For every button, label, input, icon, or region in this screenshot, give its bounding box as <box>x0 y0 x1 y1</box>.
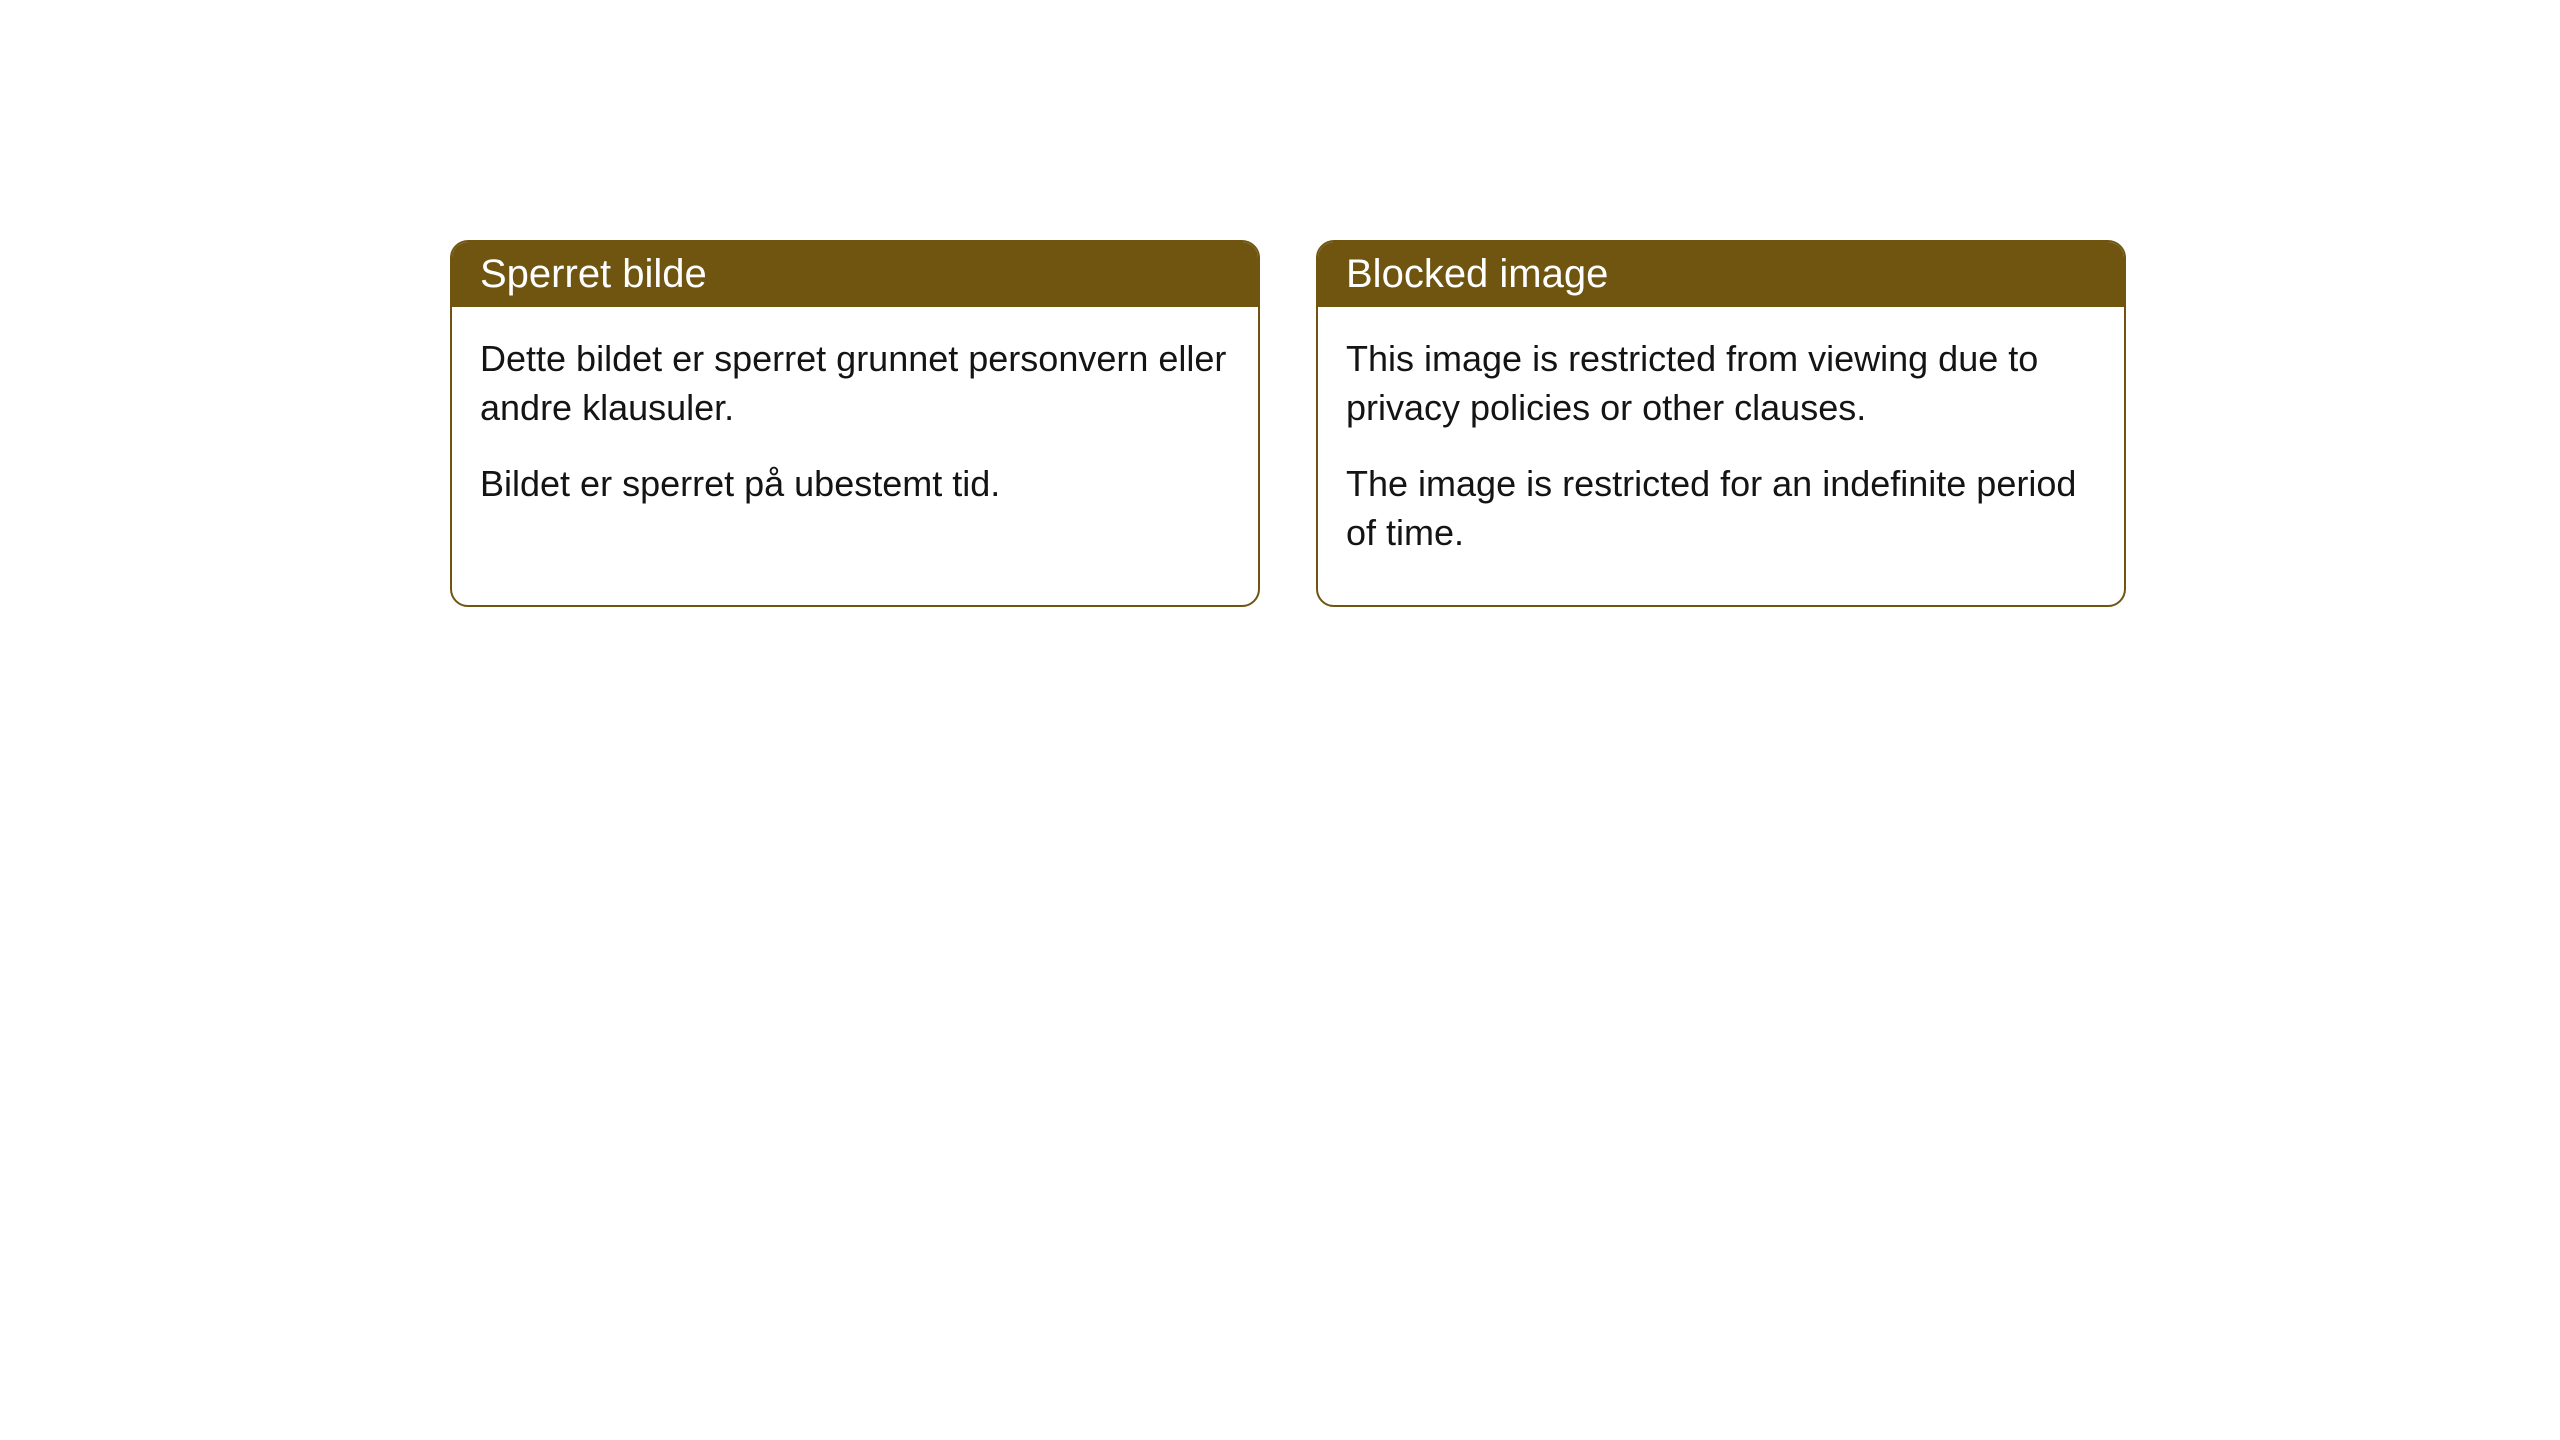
card-text-1: This image is restricted from viewing du… <box>1346 335 2096 432</box>
notice-cards-container: Sperret bilde Dette bildet er sperret gr… <box>450 240 2126 607</box>
card-text-2: The image is restricted for an indefinit… <box>1346 460 2096 557</box>
card-body: This image is restricted from viewing du… <box>1318 307 2124 605</box>
card-header: Blocked image <box>1318 242 2124 307</box>
notice-card-norwegian: Sperret bilde Dette bildet er sperret gr… <box>450 240 1260 607</box>
card-body: Dette bildet er sperret grunnet personve… <box>452 307 1258 557</box>
notice-card-english: Blocked image This image is restricted f… <box>1316 240 2126 607</box>
card-header: Sperret bilde <box>452 242 1258 307</box>
card-text-2: Bildet er sperret på ubestemt tid. <box>480 460 1230 509</box>
card-text-1: Dette bildet er sperret grunnet personve… <box>480 335 1230 432</box>
